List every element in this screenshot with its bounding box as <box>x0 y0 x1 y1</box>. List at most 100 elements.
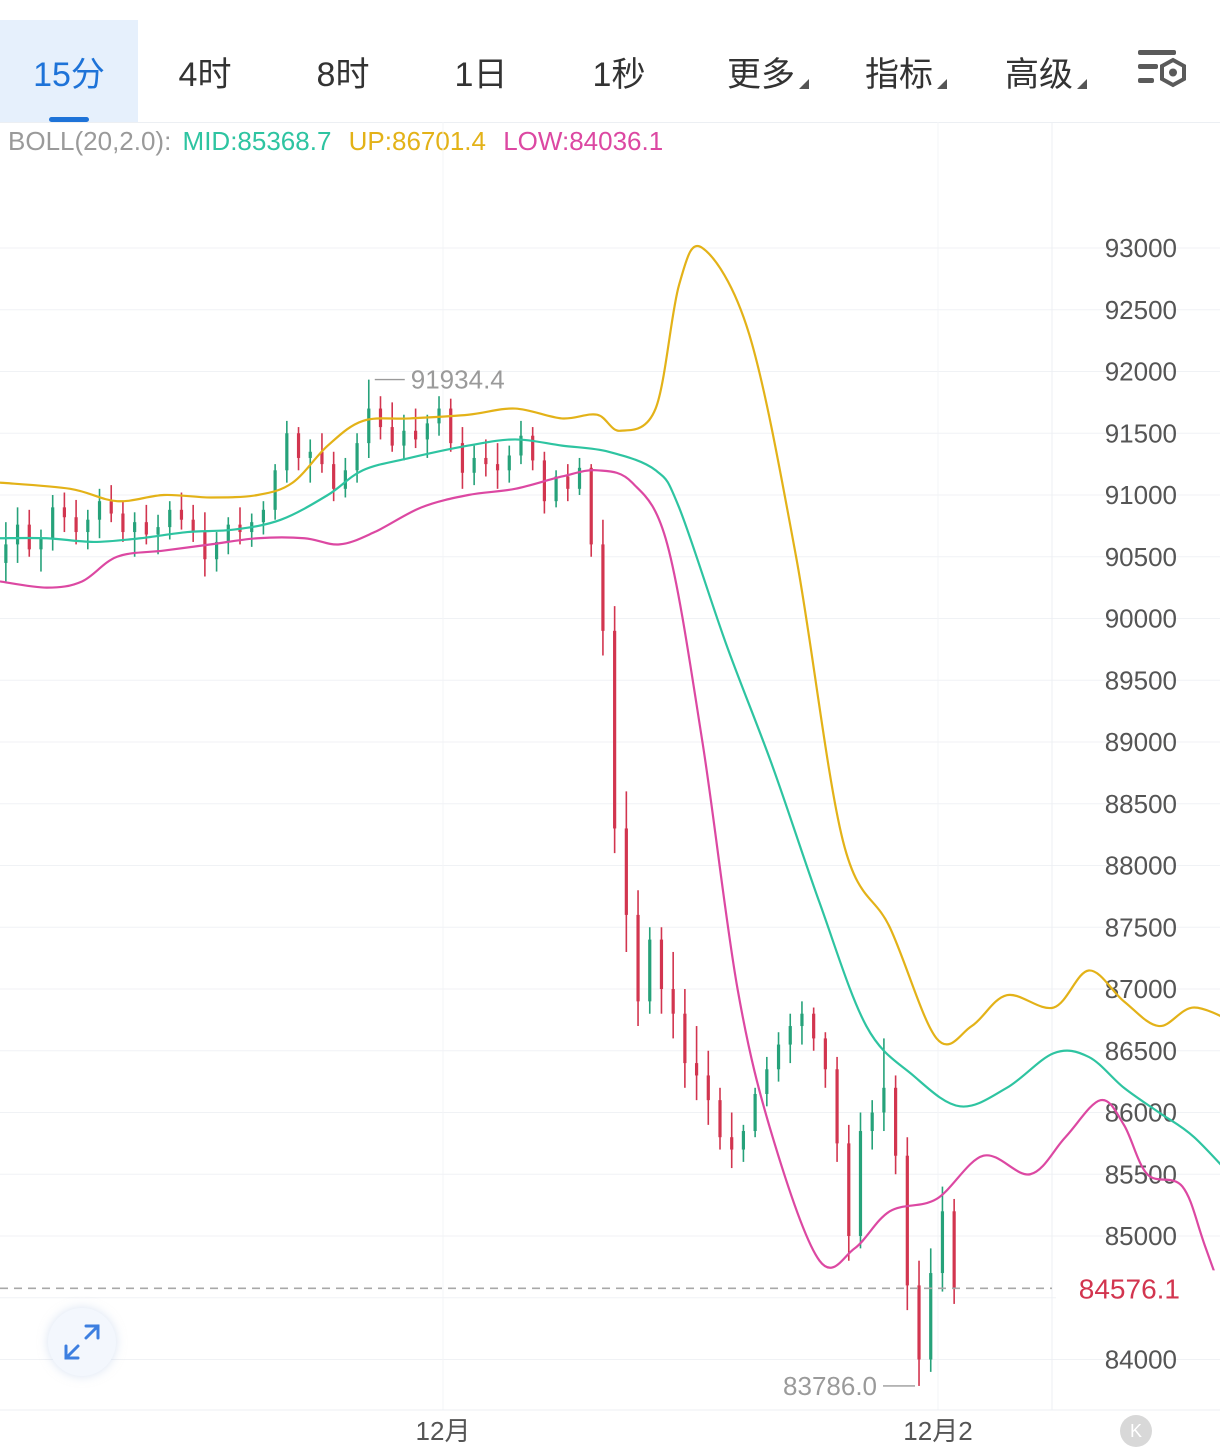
candle-body <box>168 509 172 528</box>
candle-body <box>226 524 230 542</box>
boll-params: BOLL(20,2.0): <box>8 126 172 156</box>
candle-body <box>741 1131 746 1150</box>
candle-body <box>823 1038 827 1070</box>
candle <box>121 501 125 542</box>
candle-body <box>671 989 675 1014</box>
low-marker: 83786.0 <box>783 1371 916 1401</box>
candle <box>589 464 593 557</box>
candle <box>730 1112 734 1169</box>
dropdown-caret-icon <box>799 79 809 89</box>
candle <box>776 1032 781 1082</box>
tab-label: 指标 <box>865 55 933 94</box>
candle <box>929 1248 933 1372</box>
candle-body <box>858 1131 863 1236</box>
candle <box>296 427 301 471</box>
tab-more[interactable]: 更多 <box>712 20 824 122</box>
candle-body <box>589 467 593 545</box>
candle-body <box>730 1137 734 1150</box>
candle <box>179 492 184 530</box>
candle <box>659 927 664 1014</box>
candle-body <box>952 1211 956 1289</box>
candle-body <box>367 408 371 444</box>
candle-body <box>917 1285 921 1360</box>
tab-indicators[interactable]: 指标 <box>850 20 962 122</box>
candle <box>694 1026 699 1101</box>
active-tab-indicator <box>49 117 89 122</box>
candle <box>343 457 347 498</box>
tab-4h[interactable]: 4时 <box>150 20 260 122</box>
price-axis: 93000 92500 92000 91500 91000 90500 90000 89500… <box>1105 233 1177 1375</box>
candle <box>15 507 20 563</box>
boll-up-value: UP:86701.4 <box>348 126 486 156</box>
price-tick-label: 88500 <box>1105 789 1177 819</box>
candle <box>636 890 640 1027</box>
candle-body <box>613 630 617 829</box>
candle <box>484 439 488 477</box>
candle <box>812 1007 816 1051</box>
current-price-tag-bg <box>1056 1270 1220 1307</box>
candle <box>285 420 289 483</box>
candle-body <box>847 1143 851 1236</box>
candle <box>940 1186 945 1292</box>
candle <box>835 1056 839 1162</box>
candle-body <box>460 443 465 473</box>
chart-grid <box>0 122 1220 1410</box>
candle-body <box>144 522 148 535</box>
candles <box>4 379 956 1386</box>
tab-15min[interactable]: 15分 <box>0 20 138 122</box>
expand-chart-button[interactable] <box>48 1308 116 1376</box>
candle-body <box>332 464 336 489</box>
candle <box>27 509 31 557</box>
candle-body <box>812 1013 816 1039</box>
tab-label: 高级 <box>1005 55 1073 94</box>
candle <box>472 445 476 486</box>
candle <box>542 451 546 514</box>
candle-body <box>133 522 137 533</box>
candle <box>86 509 90 550</box>
candle-body <box>566 476 570 489</box>
candle-body <box>554 476 558 502</box>
candle-body <box>929 1273 933 1360</box>
candle-body <box>214 541 219 560</box>
tab-label: 更多 <box>727 55 795 94</box>
price-tick-label: 91000 <box>1105 480 1177 510</box>
candle-body <box>718 1100 722 1138</box>
tab-advanced[interactable]: 高级 <box>990 20 1102 122</box>
boll-upper-band <box>0 245 1220 1046</box>
candle <box>765 1056 769 1107</box>
tab-8h[interactable]: 8时 <box>288 20 398 122</box>
tab-1s[interactable]: 1秒 <box>564 20 674 122</box>
candle <box>495 443 500 489</box>
time-axis: 12月 12月2 <box>416 1416 973 1446</box>
candle <box>741 1124 746 1162</box>
candle <box>308 439 312 483</box>
k-logo-icon[interactable]: K <box>1120 1415 1152 1447</box>
tab-label: 4时 <box>178 55 232 94</box>
candle <box>823 1032 827 1088</box>
chart-settings-icon[interactable] <box>1134 46 1190 96</box>
candle-body <box>601 544 605 631</box>
candle <box>214 532 219 572</box>
candle-body <box>179 509 184 520</box>
candle-body <box>320 451 324 465</box>
candlestick-chart[interactable]: 93000 92500 92000 91500 91000 90500 90000 89500… <box>0 122 1220 1448</box>
boll-mid-value: MID:85368.7 <box>182 126 332 156</box>
boll-lower-band <box>0 469 1220 1292</box>
candle <box>753 1087 757 1138</box>
candle-body <box>495 464 500 471</box>
candle-body <box>870 1112 874 1132</box>
candle-body <box>706 1075 710 1101</box>
candle-body <box>940 1211 945 1274</box>
price-tick-label: 93000 <box>1105 233 1177 263</box>
candle-body <box>753 1093 757 1132</box>
boll-indicator-legend: BOLL(20,2.0): MID:85368.7 UP:86701.4 LOW… <box>8 126 663 157</box>
price-tick-label: 89500 <box>1105 665 1177 695</box>
candle <box>577 457 582 495</box>
tab-1d[interactable]: 1日 <box>426 20 536 122</box>
price-tick-label: 87000 <box>1105 974 1177 1004</box>
candle-body <box>800 1013 804 1027</box>
candle-body <box>97 501 102 520</box>
candle <box>507 445 511 483</box>
candle <box>519 420 523 465</box>
candle <box>168 501 172 540</box>
